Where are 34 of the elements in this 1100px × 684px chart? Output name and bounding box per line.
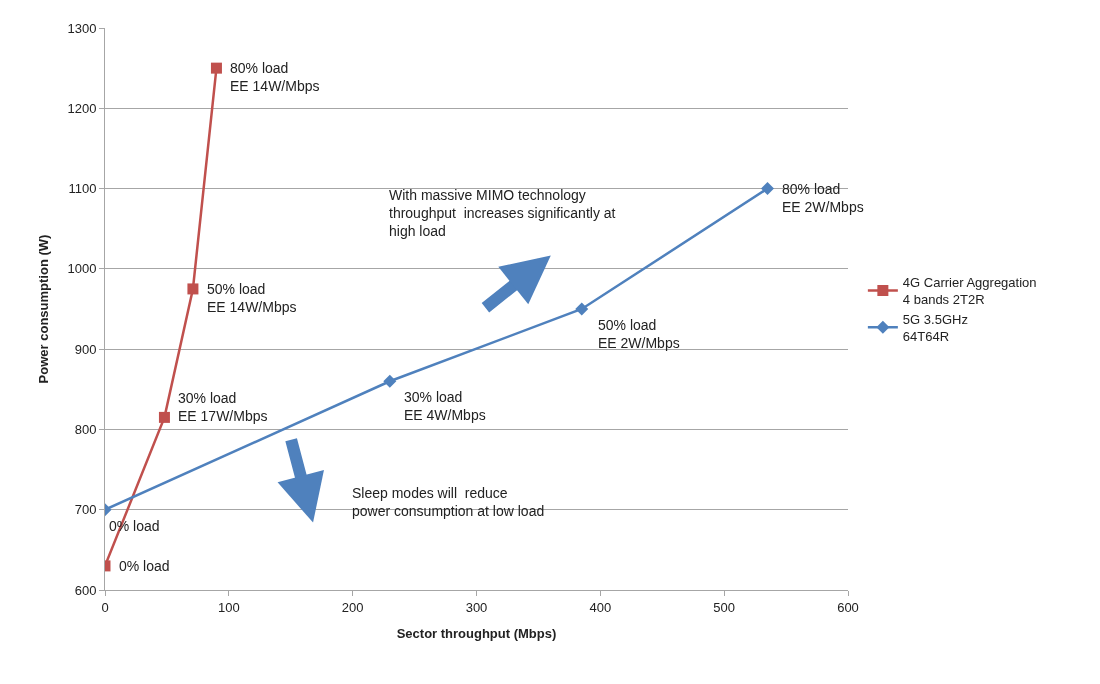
annotation: Sleep modes will reduce power consumption at low load bbox=[352, 485, 545, 520]
point bbox=[575, 302, 589, 316]
y-tick-label: 800 bbox=[74, 421, 97, 437]
point bbox=[210, 62, 222, 74]
legend-label: 4G Carrier Aggregation 4 bands 2T2R bbox=[902, 275, 1037, 307]
x-axis-title: Sector throughput (Mbps) bbox=[396, 626, 557, 642]
x-tick-label: 600 bbox=[837, 599, 859, 615]
annotation: 80% load EE 2W/Mbps bbox=[782, 181, 864, 216]
annotation: 50% load EE 14W/Mbps bbox=[207, 281, 297, 316]
y-axis-title: Power consumption (W) bbox=[36, 234, 52, 384]
x-tick-label: 400 bbox=[589, 599, 612, 615]
y-tick-label: 900 bbox=[74, 341, 97, 357]
annotation: 30% load EE 17W/Mbps bbox=[178, 390, 268, 425]
annotation: With massive MIMO technology throughput increases significantly at high load bbox=[389, 187, 616, 240]
point bbox=[158, 411, 170, 423]
annotation: 50% load EE 2W/Mbps bbox=[598, 317, 680, 352]
point bbox=[383, 374, 397, 388]
y-tick-label: 1200 bbox=[67, 100, 97, 116]
y-tick-label: 1100 bbox=[68, 181, 97, 197]
x-tick-label: 100 bbox=[217, 599, 240, 615]
annotation: 0% load bbox=[119, 558, 170, 574]
y-tick-label: 700 bbox=[74, 502, 97, 518]
legend-label: 5G 3.5GHz 64T64R bbox=[902, 311, 968, 344]
annotation: 30% load EE 4W/Mbps bbox=[404, 389, 486, 424]
annotation: 80% load EE 14W/Mbps bbox=[230, 60, 320, 95]
x-tick-label: 300 bbox=[465, 599, 488, 615]
point bbox=[761, 182, 775, 196]
x-tick-label: 500 bbox=[713, 599, 736, 615]
y-tick-label: 1300 bbox=[67, 20, 97, 36]
point bbox=[187, 283, 199, 295]
y-tick-label: 1000 bbox=[67, 261, 97, 277]
x-tick-label: 200 bbox=[341, 599, 364, 615]
y-tick-label: 600 bbox=[74, 582, 97, 598]
x-tick-label: 0 bbox=[101, 599, 109, 615]
